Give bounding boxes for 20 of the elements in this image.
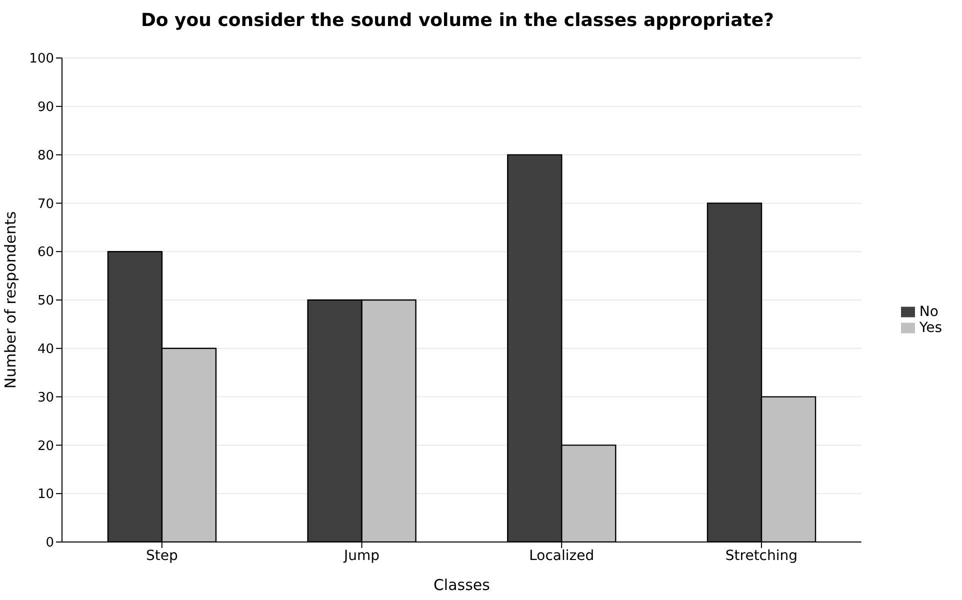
x-tick-label: Step <box>146 548 178 564</box>
y-tick-label: 90 <box>37 100 54 116</box>
legend-label: Yes <box>919 320 942 336</box>
y-tick-label: 40 <box>37 342 54 358</box>
y-tick-label: 20 <box>37 438 54 454</box>
chart-title: Do you consider the sound volume in the classes appropriate? <box>140 10 776 31</box>
x-tick-label: Stretching <box>725 548 798 564</box>
y-tick-label: 80 <box>37 148 54 164</box>
y-tick-label: 70 <box>37 196 54 212</box>
legend-label: No <box>919 304 938 320</box>
x-axis-title: Classes <box>433 576 490 594</box>
y-tick-label: 10 <box>37 487 54 502</box>
x-tick-label: Jump <box>343 548 380 564</box>
y-tick-label: 60 <box>37 245 54 260</box>
y-tick-label: 50 <box>37 294 54 309</box>
x-tick-label: Localized <box>529 548 594 564</box>
y-tick-label: 0 <box>46 536 54 551</box>
y-tick-label: 100 <box>29 52 54 67</box>
y-axis-title: Number of respondents <box>1 211 20 389</box>
y-tick-label: 30 <box>37 390 54 406</box>
